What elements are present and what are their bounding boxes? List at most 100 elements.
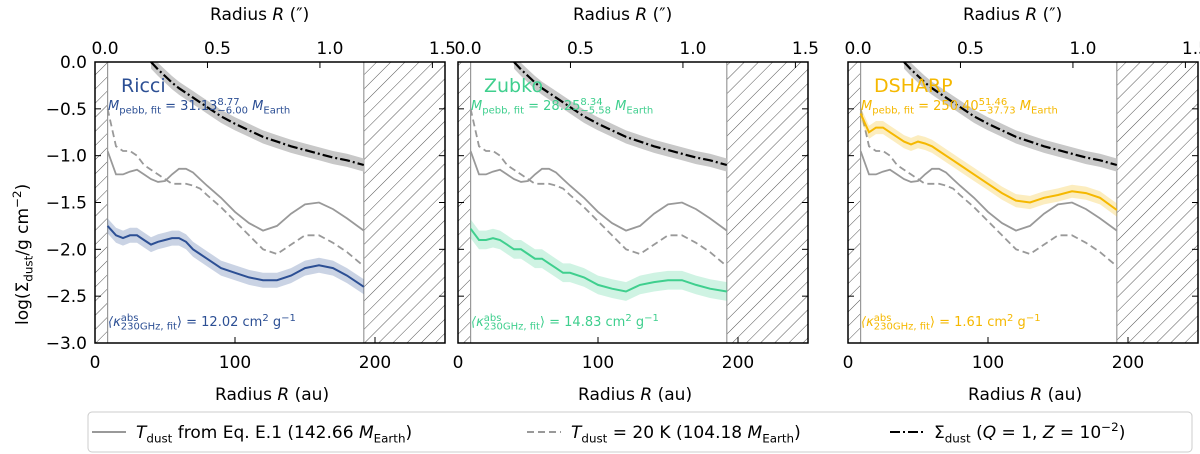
masked-region: [458, 62, 471, 343]
text-part: R: [1030, 385, 1042, 405]
x-tick-label: 100: [582, 353, 614, 373]
text-part: pebb, fit: [119, 105, 161, 116]
x-tick-label: 200: [359, 353, 391, 373]
text-part: from Eq. E.1 (142.66: [172, 423, 359, 443]
line: [469, 228, 727, 293]
text-part: 8.77: [217, 97, 239, 108]
text-part: Earth: [1031, 105, 1058, 116]
text-part: T: [571, 423, 583, 443]
text-part: Radius: [573, 5, 635, 25]
text-part: = 31.13: [161, 99, 217, 114]
line: [859, 150, 1118, 232]
masked-region: [726, 62, 808, 343]
text-part: (au): [1042, 385, 1082, 405]
x-tick-label: 0: [453, 353, 464, 373]
text-part: pebb, fit: [872, 105, 914, 116]
kappa-label: ⟨κabs 230GHz, fit⟩ = 12.02 cm2 g−1: [108, 313, 296, 332]
kappa-label: ⟨κabs 230GHz, fit⟩ = 1.61 cm2 g−1: [861, 313, 1041, 332]
text-part: Earth: [374, 431, 406, 445]
text-part: −2: [10, 190, 24, 208]
line: [106, 108, 365, 267]
text-part: ⟨κ: [471, 315, 484, 330]
text-part: (″): [1037, 5, 1062, 25]
text-part: Radius: [963, 5, 1025, 25]
y-tick-label: −3.0: [46, 334, 87, 354]
text-part: = 20 K (104.18: [607, 423, 747, 443]
x2-tick-label: 0.5: [957, 39, 984, 59]
text-part: (″): [284, 5, 309, 25]
text-part: dust: [945, 431, 971, 445]
line: [903, 62, 1118, 167]
text-part: R: [635, 5, 647, 25]
text-part: = 1,: [996, 423, 1043, 443]
text-part: M: [861, 99, 872, 114]
text-part: abs: [874, 313, 892, 324]
plot-area: [106, 62, 365, 295]
text-part: 230GHz, fit: [484, 321, 540, 332]
text-part: Earth: [762, 431, 794, 445]
text-part: M: [748, 423, 763, 443]
x-tick-label: 0: [843, 353, 854, 373]
band: [470, 219, 727, 301]
masked-region: [848, 62, 861, 343]
line: [859, 108, 1118, 267]
text-part: R: [1025, 5, 1037, 25]
text-part: −1: [644, 313, 659, 324]
band: [151, 62, 364, 172]
text-part: Radius: [210, 5, 272, 25]
mass-label: Mpebb, fit = 28.258.34 −5.58 MEarth: [471, 97, 653, 116]
text-part: −1: [1026, 313, 1041, 324]
text-part: −1: [281, 313, 296, 324]
masked-region: [95, 62, 108, 343]
text-part: Earth: [626, 105, 653, 116]
legend-box: [87, 411, 1193, 453]
text-part: abs: [484, 313, 502, 324]
panel: 0 100 200 0.0 0.5 1.0 1.5 −3.0 −2.5 −2.0 −1.5 −1.0 −…: [46, 5, 456, 405]
text-part: M: [108, 99, 119, 114]
text-part: R: [272, 5, 284, 25]
text-part: −6.00: [217, 105, 248, 116]
x2-axis-label: Radius R (″): [963, 5, 1062, 25]
x-tick-label: 200: [722, 353, 754, 373]
x2-axis-label: Radius R (″): [210, 5, 309, 25]
text-part: g: [632, 315, 644, 330]
x2-tick-label: 1.5: [792, 39, 819, 59]
x2-tick-label: 1.5: [1182, 39, 1200, 59]
x-tick-label: 0: [90, 353, 101, 373]
text-part: log(Σ: [13, 282, 33, 325]
x-axis-label: Radius R (au): [968, 385, 1082, 405]
x-tick-label: 100: [972, 353, 1004, 373]
text-part: /g cm: [13, 208, 33, 256]
text-part: 2: [1007, 313, 1013, 324]
y-axis-label: log(Σdust/g cm−2): [10, 184, 35, 325]
text-part: = 28.25: [524, 99, 580, 114]
text-part: R: [277, 385, 289, 405]
y-tick-label: −0.5: [46, 100, 87, 120]
text-part: Radius: [215, 385, 277, 405]
text-part: 2: [625, 313, 631, 324]
y-tick-label: −2.5: [46, 287, 87, 307]
x-axis-label: Radius R (au): [215, 385, 329, 405]
line: [150, 62, 365, 167]
text-part: Σ: [934, 423, 945, 443]
text-part: ⟩ = 14.83 cm: [540, 315, 625, 330]
x2-tick-label: 1.5: [429, 39, 456, 59]
plot-area: [859, 62, 1118, 267]
text-part: ): [1119, 423, 1126, 443]
text-part: Radius: [578, 385, 640, 405]
text-part: M: [611, 99, 626, 114]
line: [469, 108, 728, 267]
text-part: (″): [647, 5, 672, 25]
x2-tick-label: 1.0: [316, 39, 343, 59]
text-part: = 250.40: [914, 99, 979, 114]
kappa-label: ⟨κabs 230GHz, fit⟩ = 14.83 cm2 g−1: [471, 313, 659, 332]
text-part: M: [248, 99, 263, 114]
text-part: Z: [1042, 423, 1055, 443]
text-part: = 10: [1054, 423, 1101, 443]
text-part: 230GHz, fit: [121, 321, 177, 332]
text-part: (: [971, 423, 983, 443]
text-part: ⟩ = 1.61 cm: [930, 315, 1007, 330]
